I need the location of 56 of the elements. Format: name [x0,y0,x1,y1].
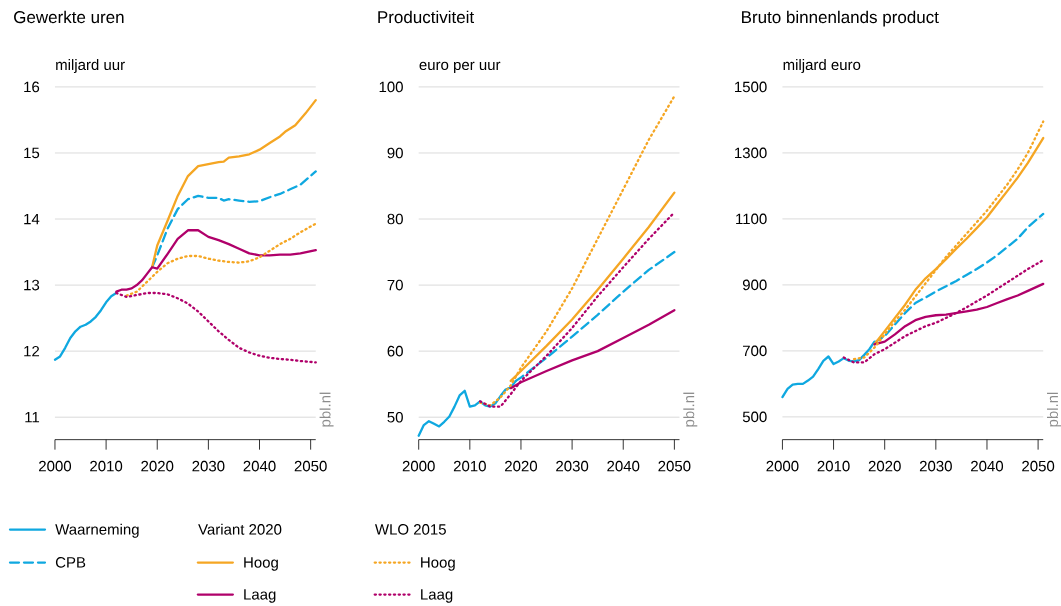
y-tick-label: 1500 [735,81,767,93]
legend-label: Laag [421,589,453,603]
y-tick-label: 100 [379,81,403,93]
x-tick-label: 2030 [556,461,589,472]
x-tick-label: 2010 [90,461,123,472]
x-tick-label: 2000 [39,461,72,472]
y-tick-label: 700 [742,345,767,357]
x-tick-label: 2050 [1022,461,1055,472]
y-tick-label: 11 [25,412,40,423]
legend-label: Hoog [244,557,278,571]
x-tick-label: 2040 [243,461,276,472]
text: WLO 2015 [374,524,446,535]
x-tick-label: 2010 [453,461,486,472]
line-series [478,95,676,407]
x-tick-label: 2030 [919,461,952,472]
chart-title: Bruto binnenlands product [742,10,939,27]
y-axis-title: miljard euro [783,59,861,74]
y-tick-label: 500 [742,411,767,423]
legend-label: Hoog [421,557,455,571]
x-tick-label: 2050 [658,461,691,472]
x-tick-label: 2000 [766,461,799,472]
legend-label: CPB [55,557,86,568]
legend-label: Laag [244,589,276,603]
x-tick-label: 2000 [402,461,435,472]
x-tick-label: 2040 [607,461,640,472]
y-tick-label: 50 [387,412,403,423]
text: pbl.nl [683,392,698,427]
chart-title: Productiviteit [378,10,475,24]
line-series [53,292,118,362]
y-axis-title: euro per uur [419,62,501,74]
y-tick-label: 15 [24,147,40,159]
x-tick-label: 2040 [971,461,1004,472]
x-tick-label: 2030 [192,461,225,472]
y-tick-label: 1300 [735,147,767,159]
line-series [478,211,676,409]
chart-title: Gewerkte uren [14,10,124,24]
y-tick-label: 12 [24,346,40,357]
text: pbl.nl [1047,392,1061,427]
text: pbl.nl [319,392,334,427]
x-tick-label: 2020 [868,461,901,472]
x-tick-label: 2020 [505,461,538,472]
y-tick-label: 70 [387,280,403,291]
x-tick-label: 2020 [141,461,174,472]
y-tick-label: 13 [24,280,40,291]
y-tick-label: 900 [742,279,767,291]
y-tick-label: 1100 [736,213,767,225]
x-tick-label: 2050 [294,461,327,472]
y-axis-title: miljard uur [56,59,125,74]
y-tick-label: 80 [387,213,403,225]
text: Variant 2020 [198,523,282,535]
y-tick-label: 90 [387,147,403,159]
y-tick-label: 60 [387,346,403,357]
y-tick-label: 14 [24,214,40,225]
legend-label: Waarneming [55,523,139,538]
x-tick-label: 2010 [817,461,850,472]
y-tick-label: 16 [24,81,40,93]
